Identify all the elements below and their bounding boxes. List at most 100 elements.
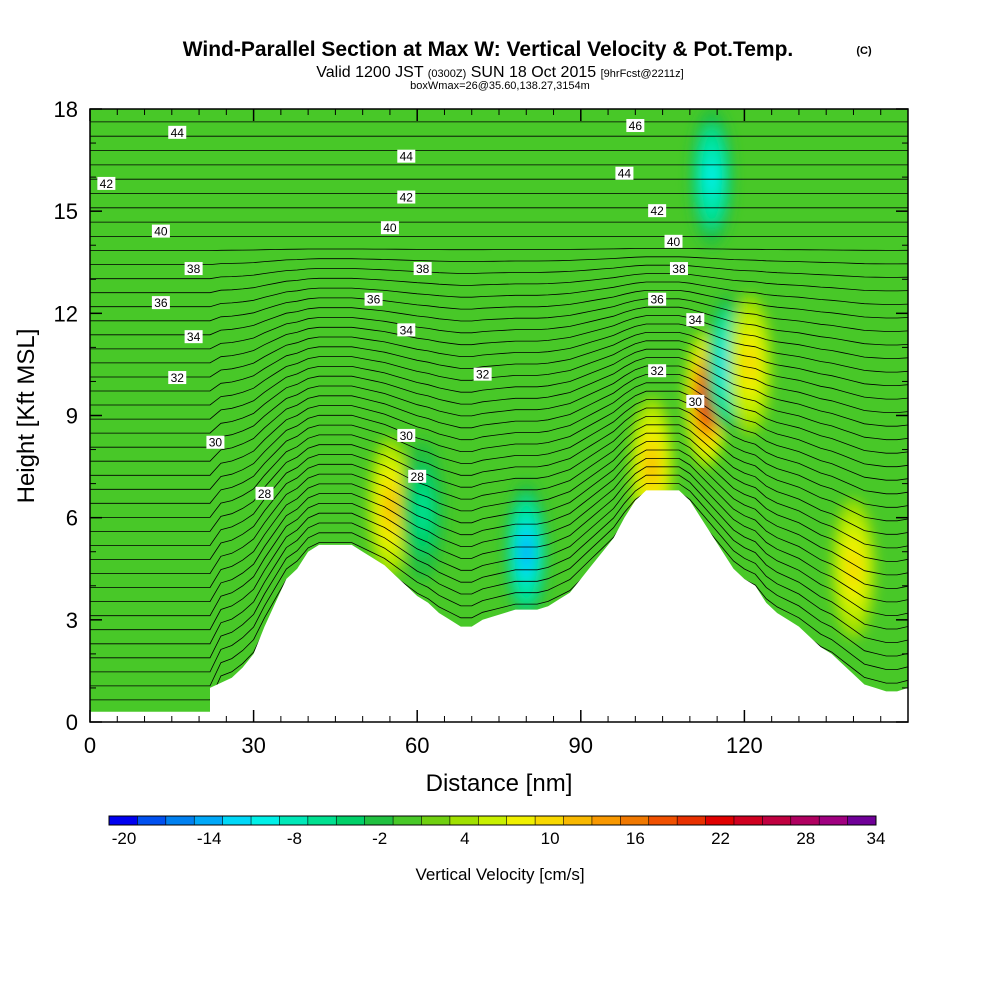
contour-label-box <box>151 224 170 238</box>
colorbar-swatch <box>762 816 792 825</box>
theta-contour-line <box>90 290 908 322</box>
theta-contour-line <box>90 340 908 406</box>
contour-label: 30 <box>400 429 414 443</box>
theta-contours <box>90 121 908 701</box>
contour-label: 44 <box>400 150 414 164</box>
velocity-cell <box>847 551 859 587</box>
colorbar-tick-label: -2 <box>372 829 387 848</box>
contour-label: 42 <box>650 204 664 218</box>
theta-contour-line <box>90 348 908 420</box>
colorbar-swatch <box>449 816 479 825</box>
chart-subtitle: Valid 1200 JST (0300Z) SUN 18 Oct 2015 [… <box>316 64 683 81</box>
colorbar-swatch <box>677 816 707 825</box>
contour-label: 40 <box>383 221 397 235</box>
colorbar-swatch <box>279 816 309 825</box>
colorbar-swatch <box>535 816 565 825</box>
colorbar-label: Vertical Velocity [cm/s] <box>415 865 584 884</box>
theta-contour-line <box>90 500 908 673</box>
contour-label: 28 <box>258 487 272 501</box>
contour-label-box <box>397 149 416 163</box>
valid-time: Valid 1200 JST <box>316 64 424 81</box>
theta-contour-line <box>90 306 908 350</box>
contour-label: 32 <box>476 368 490 382</box>
contour-label-box <box>397 428 416 442</box>
contour-label: 36 <box>367 293 381 307</box>
colorbar-tick-label: -20 <box>112 829 137 848</box>
colorbar-swatch <box>563 816 593 825</box>
y-tick-label: 9 <box>66 404 78 429</box>
theta-contour-line <box>90 264 908 280</box>
colorbar-swatch <box>194 816 224 825</box>
contour-label-box <box>669 262 688 276</box>
colorbar-swatch <box>364 816 394 825</box>
plot-area: 44 42 40 38 36 34 32 30 28 44 42 40 38 36 34 32 30 28 46 44… <box>90 109 908 722</box>
contour-label-box <box>648 292 667 306</box>
contour-label-box <box>255 486 274 500</box>
colorbar-tick-label: 10 <box>541 829 560 848</box>
colorbar-swatch <box>393 816 422 825</box>
contour-label-box <box>184 262 203 276</box>
contour-label-box <box>364 292 383 306</box>
theta-contour-line <box>90 357 908 434</box>
contour-label-box <box>626 119 645 133</box>
theta-contour-line <box>90 424 908 546</box>
box-info: boxWmax=26@35.60,138.27,3154m <box>410 80 590 92</box>
contour-label-box <box>648 204 667 218</box>
colorbar-swatch <box>790 816 820 825</box>
x-tick-label: 0 <box>84 733 96 758</box>
contour-label: 40 <box>154 225 168 239</box>
colorbar-tick-label: 22 <box>711 829 730 848</box>
contour-label-box <box>151 296 170 310</box>
contour-label: 32 <box>650 364 664 378</box>
contour-label: 30 <box>209 436 223 450</box>
contour-label: 32 <box>171 371 185 385</box>
y-tick-label: 15 <box>54 199 78 224</box>
velocity-cell <box>415 487 430 535</box>
colorbar-swatch <box>421 816 451 825</box>
y-axis-label: Height [Kft MSL] <box>13 329 40 504</box>
contour-label: 38 <box>187 262 201 276</box>
colorbar-tick-label: 16 <box>626 829 645 848</box>
theta-contour-line <box>90 474 908 631</box>
velocity-cell <box>706 159 718 195</box>
contour-label-box <box>664 234 683 248</box>
chart-title: Wind-Parallel Section at Max W: Vertical… <box>183 38 794 61</box>
y-tick-label: 12 <box>54 301 78 326</box>
theta-contour-line <box>90 323 908 378</box>
contour-label: 34 <box>187 330 201 344</box>
y-tick-label: 6 <box>66 506 78 531</box>
contour-label: 38 <box>416 262 430 276</box>
theta-contour-line <box>90 441 908 574</box>
contour-label-box <box>184 330 203 344</box>
theta-contour-line <box>90 458 908 602</box>
theta-contour-line <box>90 281 908 308</box>
colorbar: -20 -14 -8 -2 4 10 16 22 28 34 <box>108 815 885 848</box>
contour-label-box <box>648 364 667 378</box>
contour-label: 44 <box>618 167 632 181</box>
colorbar-swatch <box>165 816 195 825</box>
contour-label-box <box>686 394 705 408</box>
contour-label-box <box>473 367 492 381</box>
contour-label: 30 <box>689 395 703 409</box>
theta-contour-line <box>90 315 908 364</box>
forecast-info: [9hrFcst@2211z] <box>601 68 684 80</box>
theta-contour-line <box>90 365 908 448</box>
contour-label: 46 <box>629 119 643 133</box>
contour-label-box <box>397 190 416 204</box>
y-tick-label: 0 <box>66 710 78 735</box>
y-tick-label: 18 <box>54 97 78 122</box>
colorbar-swatch <box>847 816 877 825</box>
colorbar-swatch <box>705 816 735 825</box>
contour-label: 38 <box>672 262 686 276</box>
velocity-cell <box>744 346 756 382</box>
theta-contour-line <box>90 491 908 659</box>
theta-contour-line <box>90 374 908 462</box>
theta-contour-line <box>90 508 908 687</box>
contour-label-box <box>413 262 432 276</box>
x-axis-label: Distance [nm] <box>426 770 573 797</box>
colorbar-tick-label: 28 <box>796 829 815 848</box>
velocity-cell <box>385 493 395 522</box>
colorbar-swatch <box>506 816 536 825</box>
theta-contour-line <box>90 390 908 490</box>
